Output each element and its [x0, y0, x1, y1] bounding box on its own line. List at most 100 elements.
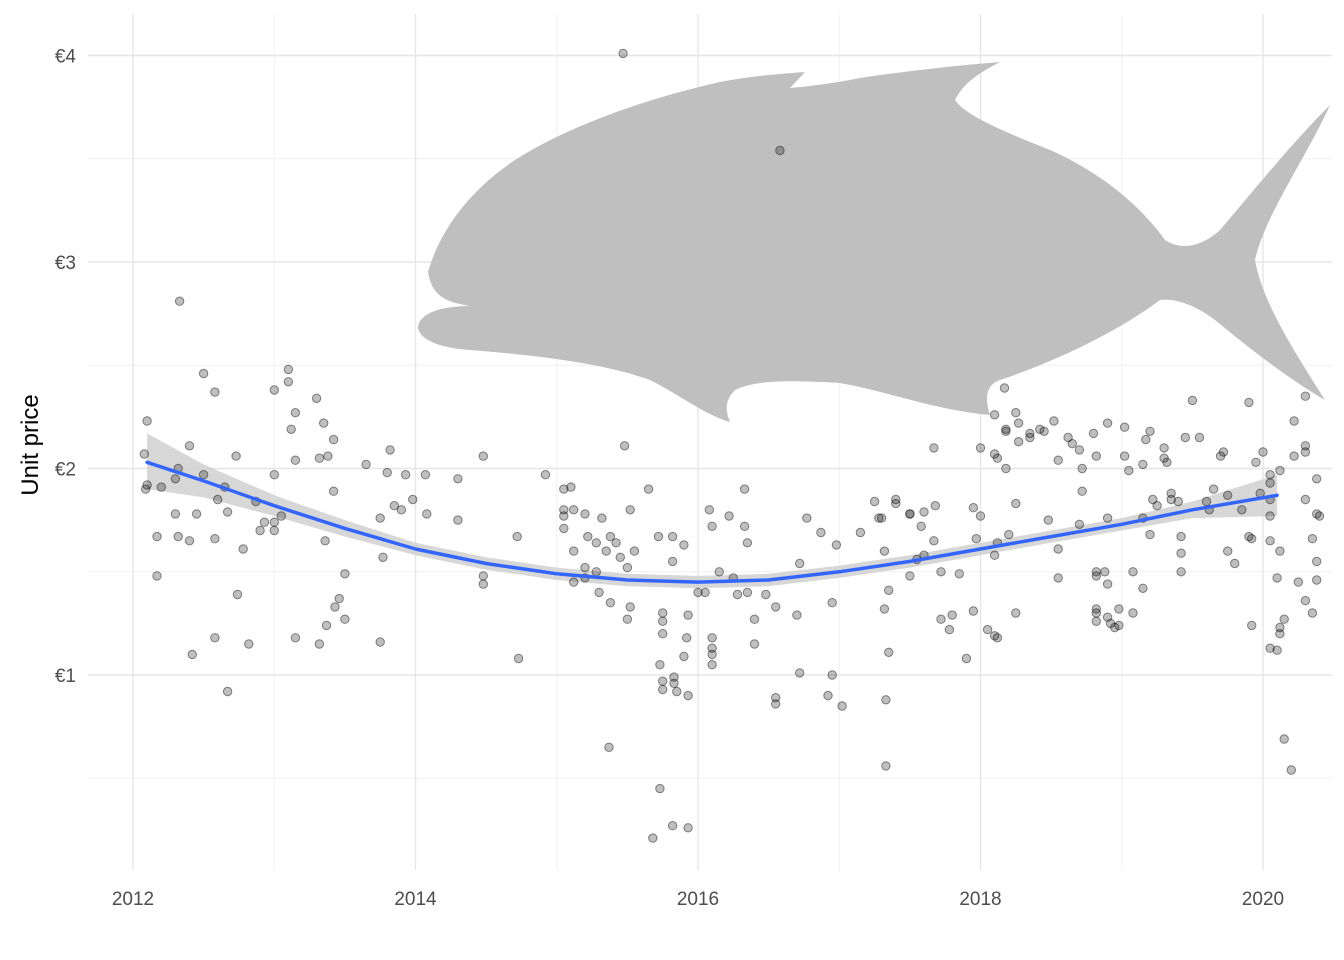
data-point [1102, 612, 1113, 622]
data-point [139, 449, 150, 459]
data-point [1180, 432, 1191, 443]
data-point [191, 509, 202, 519]
data-point [1025, 428, 1035, 439]
data-point [1138, 583, 1148, 593]
data-point [559, 511, 569, 521]
data-point [615, 552, 625, 562]
data-point [1077, 463, 1087, 474]
data-point [761, 589, 771, 600]
data-point [968, 606, 979, 616]
data-point [724, 511, 734, 521]
data-point [827, 598, 837, 608]
data-point [975, 511, 986, 521]
data-point [707, 633, 717, 643]
data-point [184, 441, 195, 451]
data-point [244, 639, 254, 649]
data-point [232, 589, 243, 600]
data-point [795, 668, 805, 678]
data-point [213, 494, 223, 505]
data-point [569, 577, 579, 587]
data-point [653, 531, 664, 542]
data-point [643, 484, 654, 494]
data-point [340, 569, 350, 579]
data-point [382, 467, 392, 478]
data-point [1128, 567, 1138, 577]
data-point [837, 701, 847, 711]
data-point [611, 538, 621, 548]
data-point [1091, 604, 1102, 614]
data-point [290, 455, 301, 465]
y-tick-label: €3 [55, 253, 76, 274]
data-point [905, 509, 915, 519]
data-point [739, 484, 750, 494]
data-point [1272, 573, 1282, 583]
data-point [961, 653, 972, 664]
data-point [1067, 439, 1078, 449]
data-point [156, 482, 167, 492]
data-point [1300, 447, 1311, 457]
data-point [658, 608, 668, 618]
data-point [1145, 426, 1155, 436]
y-tick-label: €2 [55, 460, 76, 481]
data-point [1300, 494, 1311, 505]
data-point [683, 690, 693, 701]
data-point [478, 571, 488, 581]
data-point [283, 377, 294, 387]
data-point [559, 484, 569, 494]
x-tick-label: 2020 [1242, 889, 1284, 910]
data-point [210, 633, 220, 643]
data-point [1162, 457, 1172, 467]
y-tick-label: €1 [55, 666, 76, 687]
data-point [1275, 546, 1285, 556]
data-point [597, 513, 607, 523]
data-point [1077, 486, 1087, 496]
data-point [420, 470, 431, 480]
data-point [1258, 447, 1268, 457]
scatter-points [139, 48, 1325, 843]
data-point [569, 505, 579, 515]
data-point [187, 649, 198, 660]
data-point [1173, 496, 1184, 507]
data-point [583, 531, 593, 542]
data-point [255, 525, 265, 536]
data-point [891, 494, 901, 505]
data-point [276, 511, 286, 521]
data-point [1063, 432, 1073, 443]
data-point [1279, 734, 1289, 744]
y-axis-ticks: €1 €2 €3 €4 [55, 47, 77, 688]
data-point [827, 670, 837, 680]
data-point [375, 637, 385, 647]
data-point [1194, 432, 1205, 443]
data-point [693, 587, 703, 598]
data-point [971, 534, 981, 544]
data-point [1201, 496, 1212, 507]
data-point [1279, 614, 1289, 624]
data-point [891, 498, 901, 509]
data-point [936, 614, 946, 624]
x-tick-label: 2016 [677, 889, 719, 910]
data-point [174, 296, 185, 306]
data-point [1039, 426, 1049, 436]
data-point [795, 558, 805, 569]
data-point [947, 610, 957, 620]
data-point [389, 501, 399, 511]
data-point [1166, 494, 1176, 505]
data-point [591, 567, 601, 577]
data-point [1251, 457, 1261, 467]
data-point [648, 833, 658, 843]
data-point [1300, 441, 1311, 451]
data-point [1208, 484, 1219, 494]
data-point [879, 546, 890, 556]
data-point [269, 470, 279, 480]
data-point [989, 449, 1000, 459]
data-point [231, 451, 241, 461]
data-point [1312, 556, 1322, 567]
data-point [184, 536, 195, 546]
data-point [1289, 451, 1299, 461]
data-point [992, 633, 1003, 643]
data-point [989, 550, 1000, 560]
data-point [1091, 571, 1102, 581]
data-point [385, 445, 395, 455]
data-point [314, 639, 325, 649]
data-point [1074, 445, 1085, 455]
